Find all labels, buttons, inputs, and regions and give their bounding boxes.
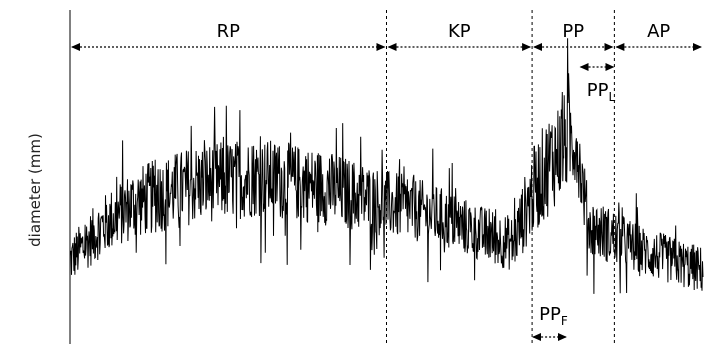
phase-label-rp: RP: [217, 21, 241, 42]
phase-arrows: RP KP PP AP PPL PPF: [71, 21, 702, 341]
phase-label-ap: AP: [647, 21, 670, 42]
series: [69, 38, 704, 294]
phase-boundaries: [386, 10, 615, 344]
phase-label-pp: PP: [562, 21, 584, 42]
subphase-label-f: PPF: [539, 304, 568, 328]
diameter-series-line: [69, 38, 704, 294]
phase-label-kp: KP: [448, 21, 471, 42]
y-axis-label: diameter (mm): [26, 133, 44, 247]
subphase-label-l: PPL: [587, 80, 616, 104]
